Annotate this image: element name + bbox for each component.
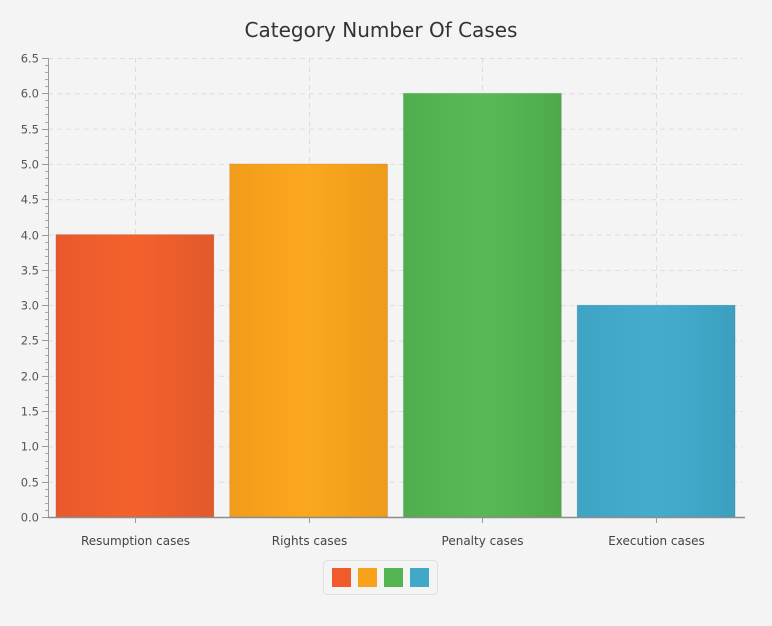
chart-title: Category Number Of Cases (245, 18, 518, 42)
y-tick-label: 1.0 (21, 440, 39, 454)
y-tick-label: 1.5 (21, 405, 39, 419)
y-tick-label: 2.0 (21, 370, 39, 384)
y-tick-label: 2.5 (21, 334, 39, 348)
bar (55, 234, 215, 518)
legend-swatch (332, 568, 351, 587)
y-tick-label: 0.5 (21, 476, 39, 490)
y-tick-label: 4.5 (21, 193, 39, 207)
bars (55, 92, 736, 518)
x-tick-label: Rights cases (272, 534, 348, 548)
legend-swatch (358, 568, 377, 587)
legend-swatch (384, 568, 403, 587)
x-tick-label: Penalty cases (442, 534, 524, 548)
x-tick-label: Resumption cases (81, 534, 190, 548)
bar (576, 304, 736, 518)
axes: 0.0 0.5 1.0 1.5 2.0 2.5 3.0 3.5 4.0 4.5 5.0 5.5 6.0 6… (21, 52, 745, 548)
y-tick-label: 6.0 (21, 87, 39, 101)
x-tick-label: Execution cases (608, 534, 705, 548)
y-tick-label: 5.0 (21, 158, 39, 172)
y-tick-label: 5.5 (21, 123, 39, 137)
bar (229, 163, 389, 518)
legend (323, 560, 438, 595)
legend-box (323, 560, 438, 595)
y-tick-label: 0.0 (21, 511, 39, 525)
y-tick-label: 4.0 (21, 229, 39, 243)
y-tick-label: 6.5 (21, 52, 39, 66)
y-tick-label: 3.5 (21, 264, 39, 278)
legend-swatch (410, 568, 429, 587)
y-tick-label: 3.0 (21, 299, 39, 313)
bar (402, 92, 562, 518)
